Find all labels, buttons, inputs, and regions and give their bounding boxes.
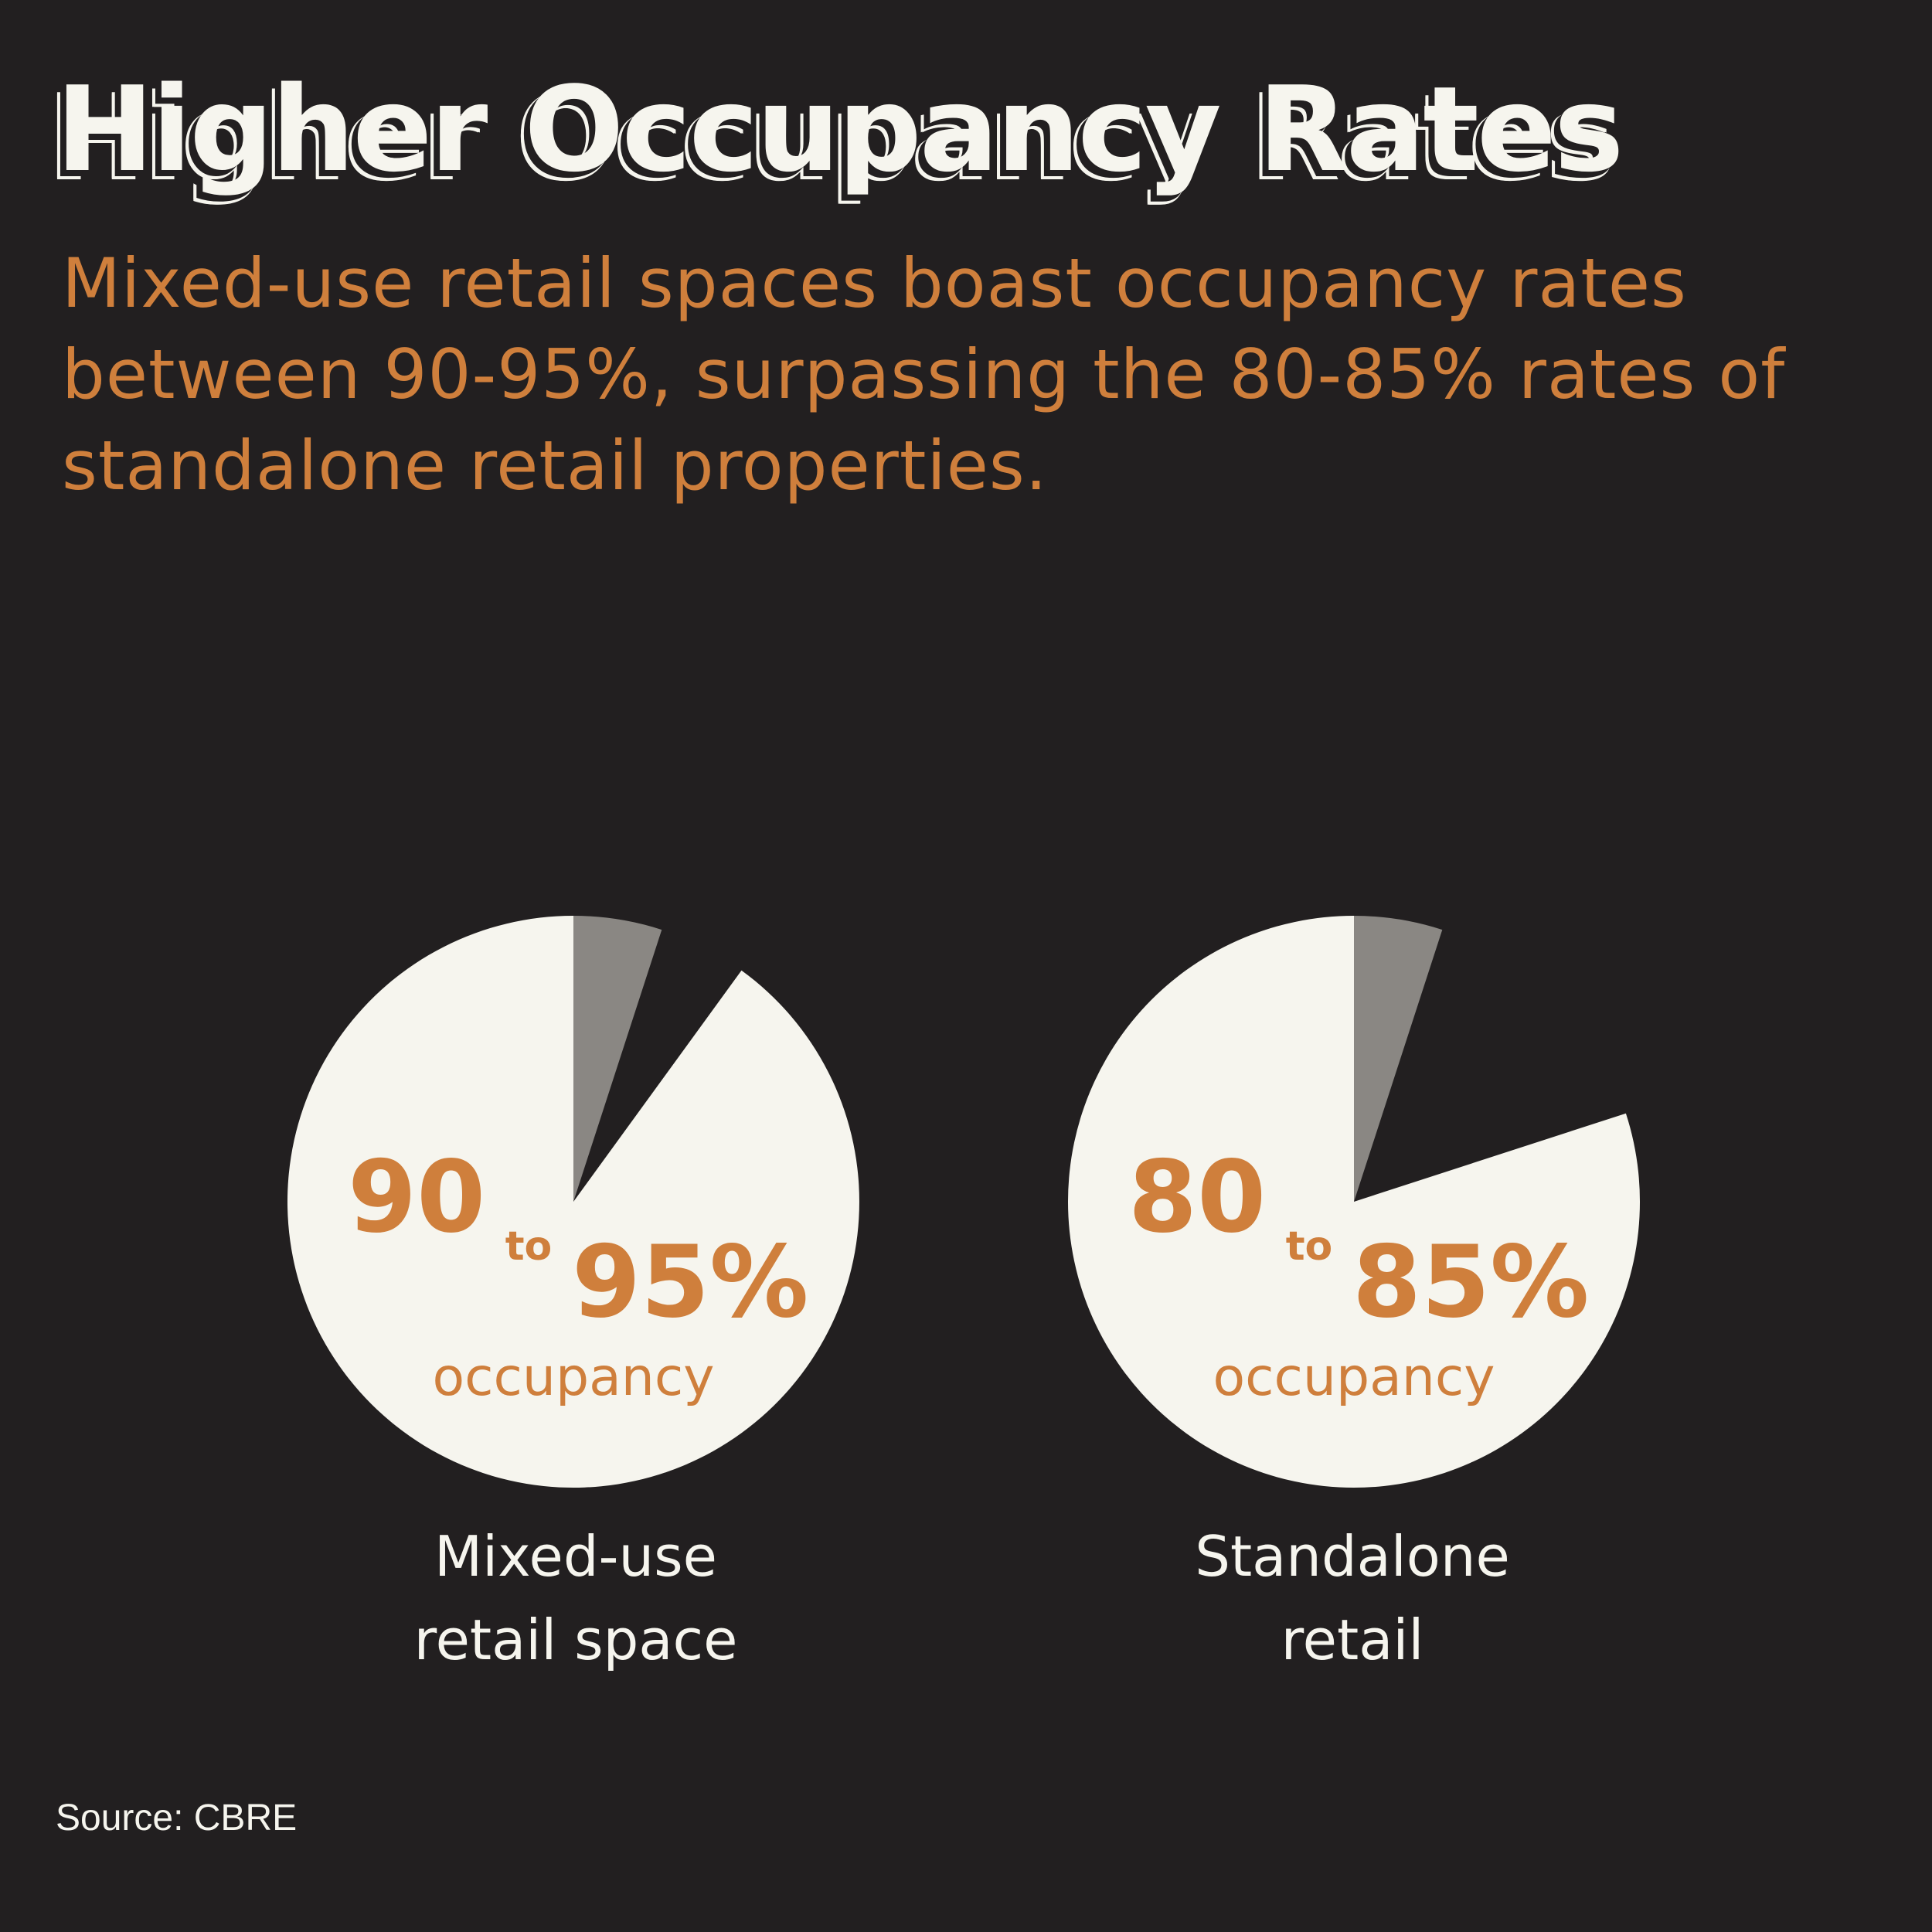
- pie-mixed-use-to-label: to: [505, 1223, 553, 1270]
- pie-standalone-caption: occupancy: [1213, 1347, 1495, 1408]
- pie-mixed-use-caption: occupancy: [432, 1347, 714, 1408]
- pie-mixed-use-range-slice: [573, 916, 662, 1202]
- category-label-standalone: Standalone retail: [1195, 1524, 1510, 1672]
- pie-standalone-occupied-slice: [1067, 916, 1640, 1488]
- page-title: Higher Occupancy Rates: [56, 61, 1624, 198]
- pie-mixed-use-low-value: 90: [348, 1140, 485, 1255]
- pie-standalone-range-slice: [1354, 916, 1443, 1202]
- pie-standalone-to-label: to: [1286, 1223, 1333, 1270]
- source-label: Source:: [56, 1798, 184, 1838]
- pie-standalone-low-value: 80: [1128, 1140, 1266, 1255]
- pie-standalone-high-value: 85%: [1352, 1225, 1589, 1340]
- pie-mixed-use-occupied-slice: [287, 916, 859, 1488]
- pie-mixed-use: 90 to 95% occupancy: [287, 916, 859, 1488]
- pie-mixed-use-high-value: 95%: [572, 1225, 808, 1340]
- pie-standalone: 80 to 85% occupancy: [1067, 916, 1640, 1488]
- source-credit: Source: CBRE: [56, 1797, 297, 1839]
- category-label-mixed-use: Mixed-use retail space: [413, 1524, 738, 1672]
- source-value: CBRE: [193, 1798, 298, 1838]
- page-subtitle: Mixed-use retail spaces boast occupancy …: [62, 243, 1786, 505]
